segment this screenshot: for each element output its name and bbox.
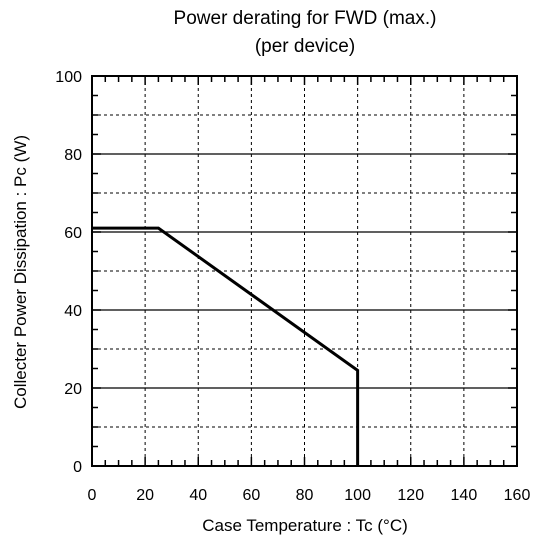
grid-lines	[92, 76, 517, 466]
chart-title: Power derating for FWD (max.)	[174, 8, 437, 29]
x-tick-label: 100	[344, 487, 371, 504]
x-tick-label: 20	[136, 487, 154, 504]
x-tick-label: 60	[242, 487, 260, 504]
y-tick-label: 0	[73, 459, 82, 476]
x-tick-label: 140	[451, 487, 478, 504]
y-tick-label: 20	[64, 381, 82, 398]
x-tick-label: 80	[296, 487, 314, 504]
chart-subtitle: (per device)	[255, 36, 355, 57]
x-tick-label: 40	[189, 487, 207, 504]
y-axis-label: Collecter Power Dissipation : Pc (W)	[11, 135, 30, 409]
x-tick-label: 160	[504, 487, 531, 504]
y-tick-label: 100	[55, 69, 82, 86]
x-tick-label: 120	[397, 487, 424, 504]
y-tick-label: 40	[64, 303, 82, 320]
tick-labels: 0 20 40 60 80 100 120 140 160 0 20 40 60 80 100	[55, 69, 530, 504]
series-layer	[92, 226, 360, 466]
plot-frame	[91, 75, 518, 467]
y-tick-label: 60	[64, 225, 82, 242]
x-tick-label: 0	[88, 487, 97, 504]
derating-curve	[92, 226, 360, 466]
x-axis-label: Case Temperature : Tc (°C)	[202, 516, 408, 535]
y-tick-label: 80	[64, 147, 82, 164]
